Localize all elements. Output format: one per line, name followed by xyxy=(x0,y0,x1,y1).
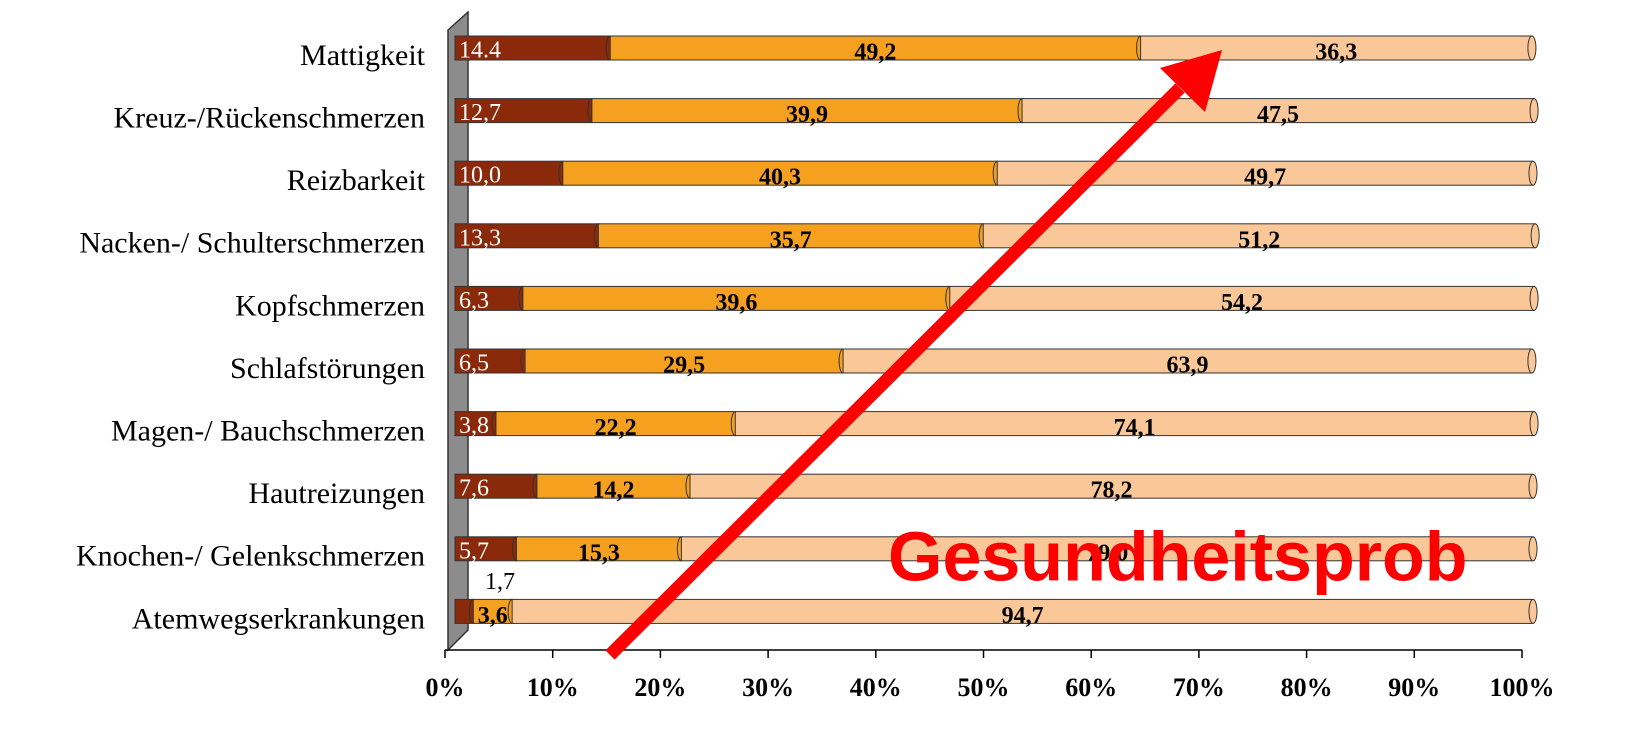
x-tick-label: 20% xyxy=(634,673,686,702)
bar-segment xyxy=(454,536,517,562)
category-label: Hautreizungen xyxy=(248,477,425,510)
x-tick-label: 0% xyxy=(426,673,465,702)
value-label: 74,1 xyxy=(1114,415,1156,441)
arrow-shaft xyxy=(605,83,1185,660)
value-label: 40,3 xyxy=(759,165,801,191)
value-label: 94,7 xyxy=(1002,603,1044,629)
x-tick-label: 50% xyxy=(958,673,1010,702)
bar-segment xyxy=(689,473,1534,499)
category-label: Nacken-/ Schulterschmerzen xyxy=(79,227,425,260)
bar-segment xyxy=(1021,98,1535,124)
value-label: 12,7 xyxy=(459,100,501,126)
bar-cap xyxy=(1527,348,1537,374)
value-label: 36,3 xyxy=(1315,40,1357,66)
value-label: 6,3 xyxy=(459,288,489,314)
x-tick-label: 90% xyxy=(1388,673,1440,702)
bar-cap xyxy=(1528,536,1538,562)
bar-cap xyxy=(1529,98,1539,124)
bar-segment xyxy=(982,223,1536,249)
x-tick-label: 100% xyxy=(1490,673,1555,702)
value-label: 79,0 xyxy=(1086,540,1128,566)
category-label: Knochen-/ Gelenkschmerzen xyxy=(76,540,425,573)
annotation: Gesundheitsprob xyxy=(888,517,1467,595)
value-label: 78,2 xyxy=(1091,478,1133,504)
bar-cap xyxy=(1529,285,1539,311)
bar-cap xyxy=(1528,160,1538,186)
bar-cap xyxy=(1527,35,1537,61)
value-label: 49,2 xyxy=(854,40,896,66)
value-label: 15,3 xyxy=(578,540,620,566)
category-label: Kreuz-/Rückenschmerzen xyxy=(113,101,425,134)
bar-segment xyxy=(454,473,538,499)
category-label: Atemwegserkrankungen xyxy=(132,602,425,635)
x-tick-label: 30% xyxy=(742,673,794,702)
x-tick-label: 70% xyxy=(1173,673,1225,702)
bar-segment xyxy=(842,348,1533,374)
plot: 0% 10% 20% 30% 40% 50% 60% 70% 80% 90% 100% Mattigk… xyxy=(76,35,1555,702)
bar-segment xyxy=(597,223,984,249)
bar-segment xyxy=(680,536,1534,562)
value-label: 1,7 xyxy=(485,569,515,595)
value-label: 10,0 xyxy=(459,163,501,189)
value-label: 29,5 xyxy=(663,353,705,379)
category-label: Reizbarkeit xyxy=(287,164,426,197)
x-tick-label: 80% xyxy=(1281,673,1333,702)
bar-segment xyxy=(522,285,951,311)
value-label: 14.4 xyxy=(459,38,501,64)
x-tick-label: 10% xyxy=(527,673,579,702)
arrow-head xyxy=(1160,50,1222,112)
x-tick-label: 40% xyxy=(850,673,902,702)
bar-segment xyxy=(454,98,593,124)
value-label: 49,7 xyxy=(1244,165,1286,191)
bar-segment xyxy=(591,98,1023,124)
bar-segment xyxy=(495,411,736,437)
value-label: 22,2 xyxy=(595,415,637,441)
value-label: 6,5 xyxy=(459,351,489,377)
value-label: 47,5 xyxy=(1257,102,1299,128)
value-label: 51,2 xyxy=(1238,227,1280,253)
bar-cap xyxy=(1530,223,1540,249)
bar-segment xyxy=(454,411,497,437)
bar-segment xyxy=(454,285,524,311)
value-label: 35,7 xyxy=(770,227,812,253)
value-label: 3,8 xyxy=(459,413,489,439)
category-label: Magen-/ Bauchschmerzen xyxy=(111,414,425,447)
value-label: 13,3 xyxy=(459,225,501,251)
value-label: 3,6 xyxy=(478,603,508,629)
bar-segment xyxy=(472,598,513,624)
value-label: 14,2 xyxy=(592,478,634,504)
bar-cap xyxy=(1528,473,1538,499)
bar-cap xyxy=(1529,411,1539,437)
category-label: Schlafstörungen xyxy=(230,352,425,385)
bar-segment xyxy=(609,35,1142,61)
category-label: Mattigkeit xyxy=(300,39,426,72)
bar-segment xyxy=(454,223,599,249)
bar-segment xyxy=(562,160,998,186)
x-tick-label: 60% xyxy=(1065,673,1117,702)
bar-cap xyxy=(1528,598,1538,624)
value-label: 5,7 xyxy=(459,538,489,564)
value-label: 39,9 xyxy=(786,102,828,128)
value-label: 39,6 xyxy=(715,290,757,316)
bar-segment xyxy=(524,348,844,374)
bar-segment xyxy=(734,411,1535,437)
value-label: 54,2 xyxy=(1221,290,1263,316)
bar-segment xyxy=(454,348,526,374)
value-label: 63,9 xyxy=(1167,353,1209,379)
arrow xyxy=(605,50,1222,660)
value-label: 7,6 xyxy=(459,476,489,502)
category-label: Kopfschmerzen xyxy=(235,289,425,322)
